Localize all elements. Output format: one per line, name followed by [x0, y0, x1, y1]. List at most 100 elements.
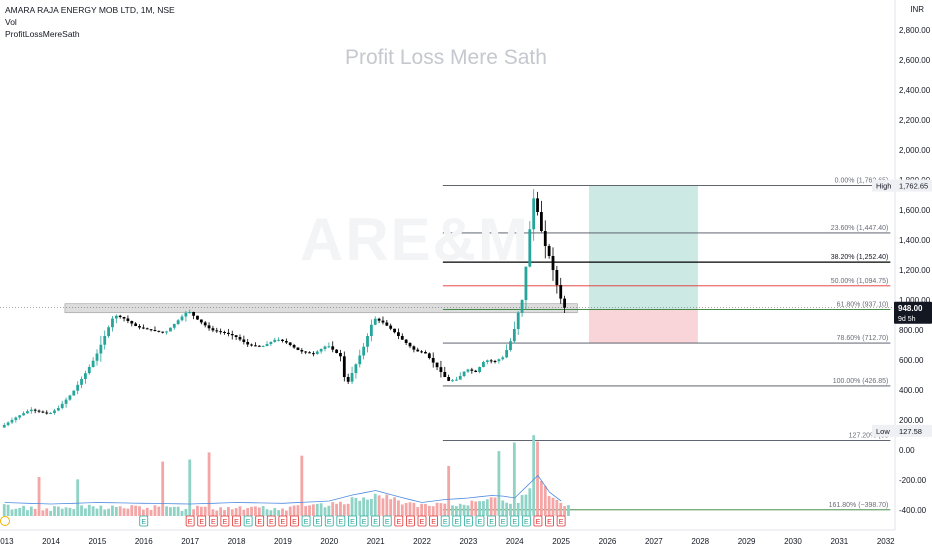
- last-price-tag: [894, 301, 932, 324]
- volume-bar: [56, 506, 60, 516]
- earnings-marker-label: E: [536, 519, 541, 526]
- volume-bar: [547, 496, 551, 516]
- candle-body: [203, 322, 207, 326]
- x-tick-label: 2022: [413, 537, 431, 546]
- candle-body: [199, 319, 203, 323]
- volume-bar: [335, 503, 338, 516]
- volume-bar: [516, 502, 520, 516]
- candle-body: [250, 344, 253, 346]
- fib-level-label: 23.60% (1,447.40): [831, 225, 889, 232]
- target-zone: [588, 185, 698, 310]
- volume-bar: [95, 508, 99, 516]
- candle-body: [373, 318, 377, 325]
- earnings-marker: [510, 515, 520, 527]
- y-tick-label: 400.00: [899, 386, 924, 395]
- earnings-marker: [521, 515, 531, 527]
- volume-bar: [435, 502, 439, 516]
- earnings-marker-label: E: [501, 519, 506, 526]
- support-zone: [64, 303, 578, 314]
- volume-bar: [412, 502, 416, 516]
- volume-bar: [288, 506, 292, 516]
- candle-body: [342, 356, 346, 377]
- volume-bar: [524, 494, 528, 516]
- price-tag-background: [872, 179, 932, 192]
- volume-ma-line: [4, 474, 562, 505]
- candle-body: [524, 266, 528, 300]
- earnings-marker: [185, 515, 195, 527]
- candle-body: [145, 328, 149, 330]
- earnings-marker-label: E: [420, 519, 425, 526]
- volume-bar: [559, 502, 563, 516]
- candle-body: [138, 326, 141, 328]
- candle-body: [420, 351, 424, 353]
- candle-body: [520, 300, 524, 313]
- volume-bar: [377, 495, 381, 516]
- candle-body: [427, 353, 431, 358]
- price-tag-label: Low: [876, 427, 890, 436]
- volume-bar: [53, 506, 56, 516]
- candle-body: [497, 359, 501, 362]
- earnings-marker-label: E: [489, 519, 494, 526]
- volume-bar: [501, 500, 505, 516]
- volume-indicator-label[interactable]: Vol: [5, 17, 17, 27]
- candle-body: [234, 335, 238, 337]
- volume-bar: [462, 504, 466, 516]
- earnings-marker: [301, 515, 311, 527]
- volume-bar: [273, 507, 277, 516]
- earnings-marker-label: E: [524, 519, 529, 526]
- volume-bar: [153, 505, 157, 516]
- volume-bar: [60, 508, 64, 516]
- earnings-marker-label: E: [269, 519, 274, 526]
- volume-bar: [165, 506, 168, 516]
- y-tick-label: 2,200.00: [899, 116, 931, 125]
- x-tick-label: 2016: [135, 537, 153, 546]
- earnings-marker: [255, 515, 265, 527]
- candle-body: [424, 352, 427, 354]
- candle-body: [192, 312, 196, 316]
- candle-body: [87, 367, 91, 374]
- volume-bar: [540, 481, 543, 516]
- candle-body: [478, 367, 481, 372]
- volume-bar: [408, 502, 412, 516]
- earnings-marker: [429, 515, 438, 527]
- candle-body: [226, 332, 230, 334]
- custom-indicator-label[interactable]: ProfitLossMereSath: [5, 29, 80, 39]
- candle-body: [29, 409, 33, 412]
- candle-body: [443, 372, 447, 377]
- earnings-marker: [556, 515, 566, 527]
- volume-bar: [300, 455, 304, 516]
- volume-bar: [203, 506, 207, 516]
- candle-body: [95, 353, 99, 361]
- volume-bar: [2, 504, 6, 516]
- volume-bar: [304, 506, 308, 516]
- ticker-watermark: ARE&M: [300, 206, 530, 273]
- candle-body: [439, 367, 443, 372]
- fib-level-label: 78.60% (712.70): [837, 335, 889, 342]
- x-tick-label: 2032: [877, 537, 895, 546]
- earnings-marker: [220, 515, 230, 527]
- volume-bar: [219, 507, 223, 516]
- volume-bar: [211, 509, 215, 516]
- volume-bar: [26, 510, 29, 516]
- symbol-title[interactable]: AMARA RAJA ENERGY MOB LTD, 1M, NSE: [5, 5, 175, 15]
- volume-bar: [346, 503, 350, 516]
- earnings-marker: [545, 515, 554, 527]
- volume-bar: [354, 497, 358, 516]
- candle-body: [404, 339, 408, 343]
- volume-bar: [111, 505, 114, 516]
- y-tick-label: 2,400.00: [899, 86, 931, 95]
- volume-bar: [188, 459, 192, 516]
- candle-body: [76, 384, 80, 391]
- candle-body: [350, 373, 354, 382]
- candle-body: [385, 322, 389, 326]
- candle-body: [323, 346, 327, 349]
- volume-bar: [369, 498, 373, 516]
- earnings-marker-label: E: [431, 519, 436, 526]
- candle-body: [91, 360, 95, 367]
- earnings-marker: [266, 515, 276, 527]
- x-tick-label: 2026: [599, 537, 617, 546]
- candle-body: [493, 361, 497, 362]
- candle-body: [536, 198, 539, 212]
- candle-body: [257, 345, 261, 347]
